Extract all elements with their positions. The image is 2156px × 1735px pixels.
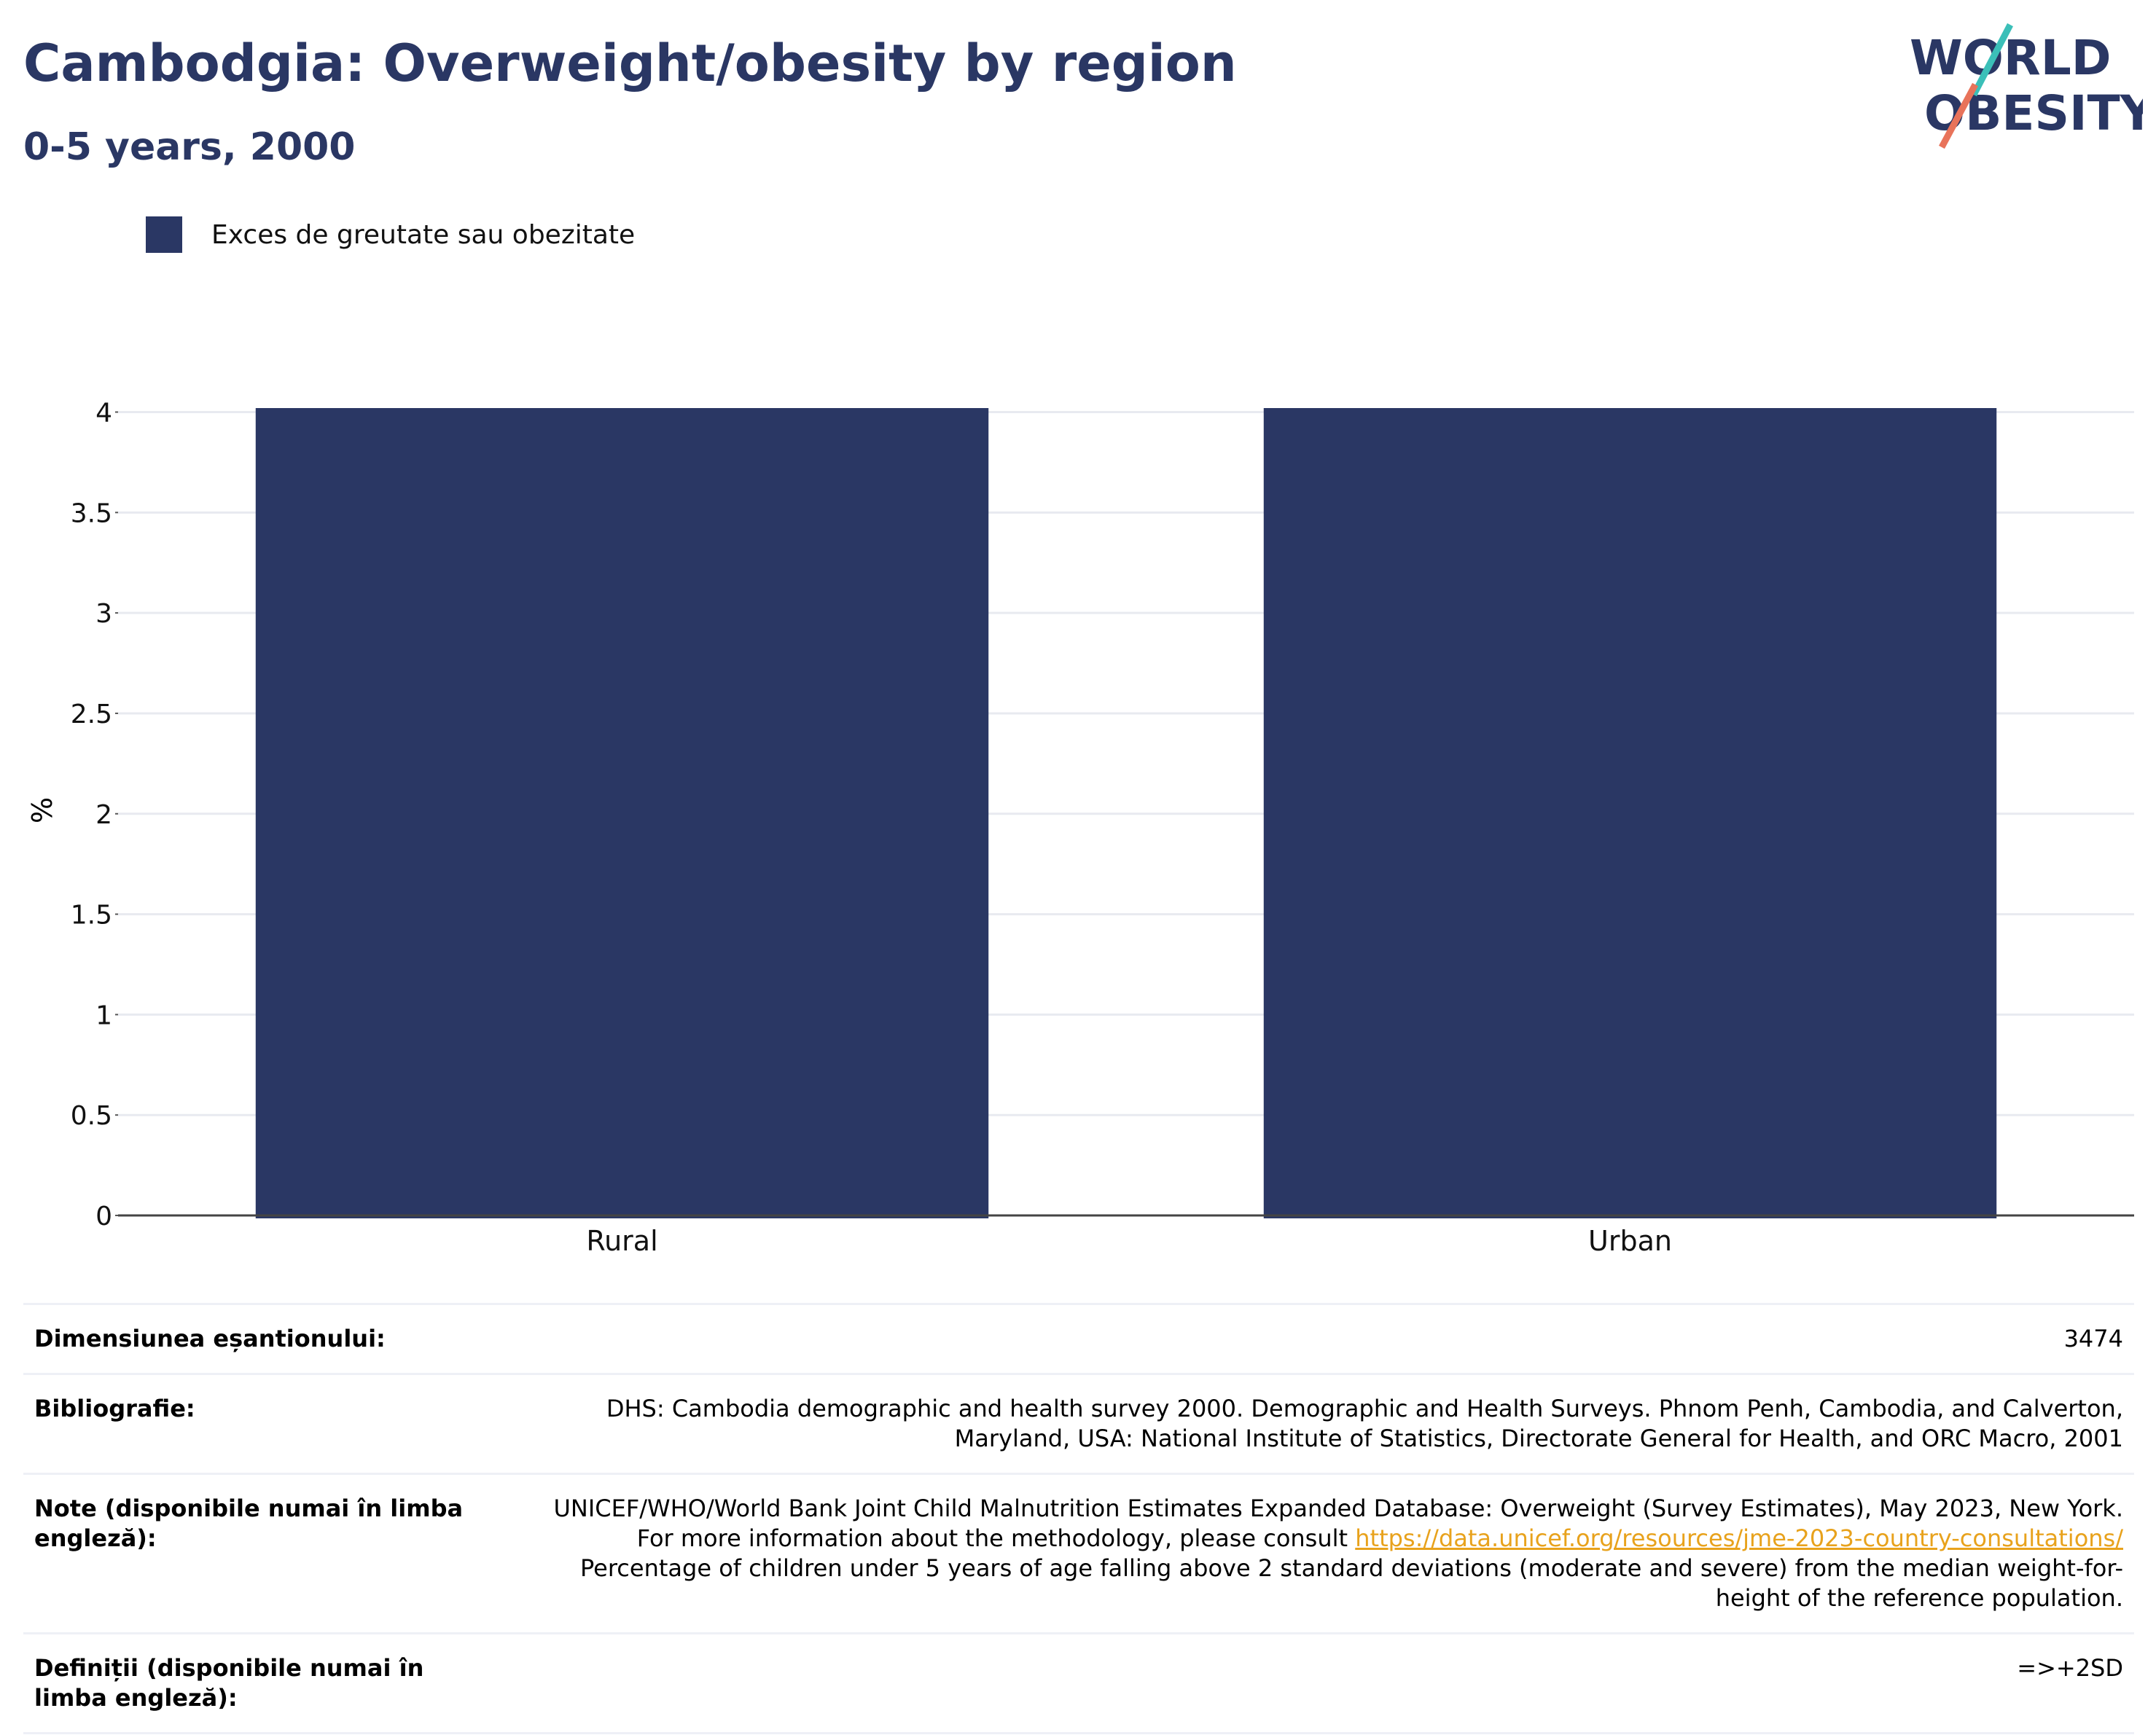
- notes-row: Note (disponibile numai în limba engleză…: [23, 1473, 2134, 1634]
- notes-text-2: Percentage of children under 5 years of …: [580, 1554, 2123, 1612]
- y-tick-label: 0.5: [71, 1101, 112, 1131]
- definitions-label: Definiții (disponibile numai în limba en…: [23, 1632, 512, 1734]
- methodology-link[interactable]: https://data.unicef.org/resources/jme-20…: [1355, 1524, 2123, 1552]
- legend[interactable]: Exces de greutate sau obezitate: [146, 216, 635, 254]
- x-tick-label: Urban: [1588, 1225, 1672, 1257]
- bar-urban: [1263, 408, 1997, 1218]
- y-tick-label: 1: [95, 1000, 112, 1030]
- y-tick-label: 4: [95, 399, 112, 428]
- world-obesity-logo: WORLD OBESITY: [1910, 23, 2143, 149]
- notes-label: Note (disponibile numai în limba engleză…: [23, 1473, 512, 1634]
- logo-text-world: WORLD: [1910, 30, 2112, 86]
- definitions-value: =>+2SD: [512, 1632, 2134, 1734]
- logo-slash-teal: [1971, 23, 2013, 97]
- legend-swatch: [146, 216, 182, 253]
- x-tick-label: Rural: [586, 1225, 657, 1257]
- info-table: Dimensiunea eșantionului: 3474 Bibliogra…: [23, 1303, 2134, 1734]
- y-tick-label: 2: [95, 800, 112, 830]
- y-axis-title: %: [26, 796, 59, 824]
- notes-value: UNICEF/WHO/World Bank Joint Child Malnut…: [512, 1473, 2134, 1634]
- y-tick-label: 2.5: [71, 700, 112, 729]
- y-tick-label: 1.5: [71, 901, 112, 931]
- bibliography-value: DHS: Cambodia demographic and health sur…: [512, 1373, 2134, 1474]
- notes-text-1: UNICEF/WHO/World Bank Joint Child Malnut…: [553, 1495, 2124, 1552]
- bar-chart: 0 0.5 1 1.5 2 2.5 3 3.5 4 Rural Urban: [71, 399, 2134, 1257]
- y-tick-label: 3.5: [71, 498, 112, 528]
- y-tick-label: 0: [95, 1202, 112, 1231]
- bibliography-label: Bibliografie:: [23, 1373, 512, 1474]
- sample-size-row: Dimensiunea eșantionului: 3474: [23, 1303, 2134, 1374]
- sample-size-label: Dimensiunea eșantionului:: [23, 1303, 512, 1374]
- legend-label: Exces de greutate sau obezitate: [211, 219, 636, 250]
- chart-subtitle: 0-5 years, 2000: [23, 125, 356, 169]
- chart-title: Cambodgia: Overweight/obesity by region: [23, 34, 1237, 93]
- definitions-row: Definiții (disponibile numai în limba en…: [23, 1632, 2134, 1734]
- bar-rural: [255, 408, 989, 1218]
- logo-slash-coral: [1939, 82, 1978, 149]
- bibliography-row: Bibliografie: DHS: Cambodia demographic …: [23, 1373, 2134, 1474]
- y-tick-label: 3: [95, 599, 112, 629]
- sample-size-value: 3474: [512, 1303, 2134, 1374]
